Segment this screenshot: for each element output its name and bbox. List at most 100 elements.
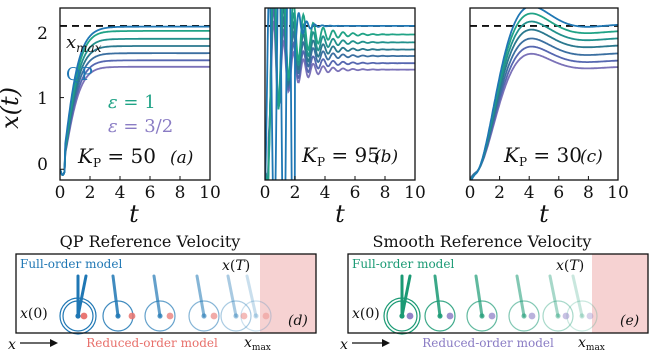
pendulum-rod [76,274,88,318]
pendulum-rod [433,274,442,318]
reduced-model-dot [488,312,496,320]
eps1-annotation: ε = 1 [108,92,156,113]
reduced-model-label-d: Reduced-order model [86,336,218,350]
reduced-model-dot [80,312,88,320]
wheel-circle [220,300,252,332]
panel-label-a: (a) [170,148,193,168]
x-tick-label: 0 [260,183,271,203]
plot-frame-c [469,7,619,181]
x-ticks-b: 0 2 4 6 8 10 [260,176,426,203]
reduced-model-dot [562,312,570,320]
y-tick-label: 2 [37,24,48,44]
wheel-circle [383,297,421,335]
y-axis-label: x(t) [0,87,24,129]
reduced-model-dot [128,312,136,320]
full-model-label-d: Full-order model [20,257,122,271]
schematic-d: QP Reference Velocity Full-order model x… [8,232,317,352]
wheel-hub [201,313,207,319]
pendulum-rod [195,274,206,318]
series-line [60,25,210,176]
reduced-model-dot [240,312,248,320]
pendulum-snapshots-d [59,274,272,335]
reduced-model-dot [166,312,174,320]
eps32-annotation: ε = 3/2 [108,116,173,137]
wheel-circle [240,300,272,332]
schematic-frame-d [15,253,317,334]
gain-label-a: KP = 50 [77,144,156,170]
pendulum-rod [548,274,560,318]
wheel-circle [424,300,456,332]
wheel-circle [566,300,598,332]
schematic-title-d: QP Reference Velocity [60,232,241,251]
series-line [60,59,210,176]
x-ticks-c: 0 2 4 6 8 10 [465,176,629,203]
start-label-d: x(0) [20,306,48,322]
panel-a: x(t) 2 1 0 0 2 4 6 8 10 xmax QP ε = 1 ε = 3/2… [0,7,221,228]
full-model-label-e: Full-order model [352,257,454,271]
panel-label-b: (b) [374,147,398,167]
schematic-e: Smooth Reference Velocity Full-order mod… [340,232,649,352]
wheel-hub [521,313,527,319]
x-tick-label: 8 [583,183,594,203]
reduced-model-dot [210,312,218,320]
x-tick-label: 6 [553,183,564,203]
unsafe-region-e [592,254,648,333]
wheel-circle [188,300,220,332]
x-tick-label: 10 [199,183,221,203]
series-line [60,37,210,176]
x-arrow-head-e [382,339,390,347]
reduced-model-dot [528,312,536,320]
panel-label-e: (e) [620,313,639,329]
x-axis-label: t [129,200,139,228]
series-line [60,30,210,176]
x-tick-label: 8 [175,183,186,203]
plot-frame-a [59,7,211,181]
x-tick-label: 2 [494,183,505,203]
x-axis-label: t [335,200,345,228]
wheel-hub [579,313,585,319]
series-line [265,8,415,180]
x-ticks-a: 0 2 4 6 8 10 [55,25,221,203]
xmax-label-d: xmax [244,335,271,352]
x-arrow-head-d [50,339,58,347]
wheel-circle [508,300,540,332]
reduced-model-dot [262,312,270,320]
x-tick-label: 10 [607,183,629,203]
wheel-circle [144,300,176,332]
series-line [60,65,210,176]
x-tick-label: 4 [115,183,126,203]
pendulum-snapshots-e [383,274,598,335]
x-tick-label: 8 [380,183,391,203]
pendulum-rod [515,274,526,318]
x-tick-label: 4 [320,183,331,203]
series-line [60,52,210,176]
wheel-hub [253,313,259,319]
axis-label-e: x [340,337,348,352]
wheel-circle [542,300,574,332]
axis-label-d: x [8,337,16,352]
series-lines-b [265,8,415,180]
panel-label-c: (c) [580,147,603,167]
schematic-title-e: Smooth Reference Velocity [373,232,592,251]
wheel-hub [233,313,239,319]
x-tick-label: 2 [85,183,96,203]
start-label-e: x(0) [352,306,380,322]
reduced-model-dot [586,312,594,320]
pendulum-rod [111,274,120,318]
wheel-circle [466,300,498,332]
y-tick-label: 0 [37,155,48,175]
gain-label-c: KP = 30 [503,143,582,169]
panel-c: 0 2 4 6 8 10 KP = 30 (c) t [465,7,629,228]
unsafe-region-d [260,254,316,333]
schematic-frame-e [347,253,649,334]
qp-annotation: QP [66,64,93,85]
pendulum-rod [400,274,412,318]
pendulum-rod [152,274,162,318]
wheel-circle [59,297,97,335]
wheel-hub [157,313,163,319]
x-tick-label: 6 [350,183,361,203]
pendulum-rod [226,274,238,318]
wheel-hub [555,313,561,319]
series-lines-c [470,8,618,180]
